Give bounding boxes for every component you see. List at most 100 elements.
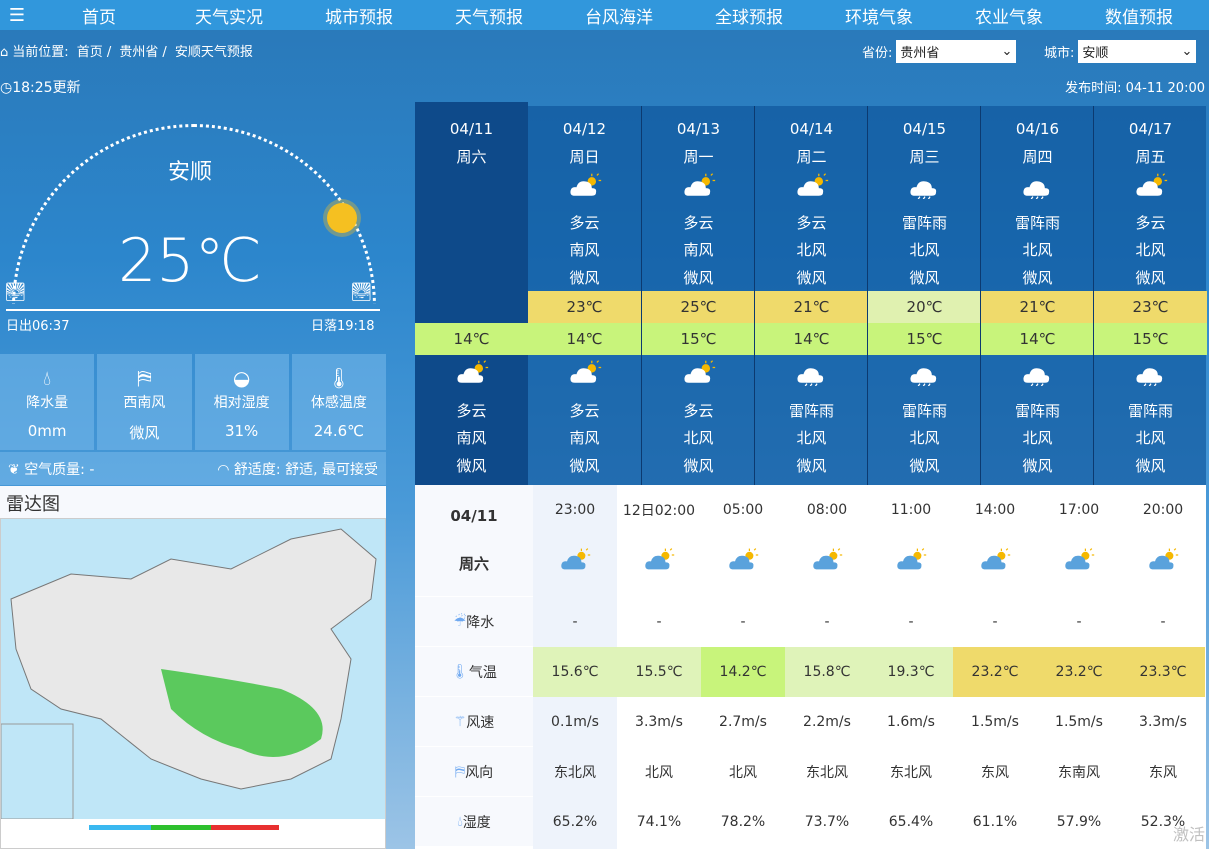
night-wind-level: 微风 xyxy=(1135,457,1166,475)
detail-value: 31% xyxy=(224,422,259,440)
wind-vane-icon: ⛿ xyxy=(137,366,152,390)
hour-wind-speed: 1.6m/s xyxy=(887,714,935,730)
hour-wind-dir: 东风 xyxy=(981,765,1009,781)
night-weather: 多云 xyxy=(569,402,600,420)
day-column[interactable]: 04/13 周一 多云 南风 微风 25℃ 15℃ 多云 北风 微风 xyxy=(641,106,755,485)
city-name: 安顺 xyxy=(167,160,212,185)
partly-cloudy-icon xyxy=(642,172,755,203)
high-temp: 21℃ xyxy=(981,291,1094,323)
day-column[interactable]: 04/12 周日 多云 南风 微风 23℃ 14℃ 多云 南风 微风 xyxy=(528,106,641,485)
hourly-weekday: 周六 xyxy=(458,555,489,573)
province-select-group: 省份: 贵州省 ⌄ xyxy=(862,40,1017,63)
day-weekday: 周三 xyxy=(909,148,940,166)
day-weather: 多云 xyxy=(1135,214,1166,232)
day-column[interactable]: 04/16 周四 雷阵雨 北风 微风 21℃ 14℃ 雷阵雨 北风 微风 xyxy=(980,106,1094,485)
leaf-icon: ❦ xyxy=(8,461,25,478)
hour-precip: - xyxy=(1076,614,1082,630)
detail-label: 降水量 xyxy=(26,395,69,411)
hour-precip: - xyxy=(992,614,998,630)
day-date: 04/14 xyxy=(789,120,834,138)
nav-item[interactable]: 全球预报 xyxy=(715,7,783,28)
city-select[interactable]: 安顺 ⌄ xyxy=(1078,40,1197,63)
breadcrumb-province[interactable]: 贵州省 xyxy=(119,45,159,60)
radar-map[interactable] xyxy=(0,518,386,849)
nav-item[interactable]: 天气实况 xyxy=(195,7,263,28)
hour-precip: - xyxy=(1160,614,1166,630)
nav-item[interactable]: 台风海洋 xyxy=(585,7,653,28)
hour-time: 11:00 xyxy=(890,502,932,518)
hour-wind-speed: 2.2m/s xyxy=(803,714,851,730)
breadcrumb-prefix: 当前位置: xyxy=(12,45,69,60)
thunderstorm-icon xyxy=(868,359,981,390)
hour-wind-dir: 东北风 xyxy=(806,765,848,781)
night-weather: 雷阵雨 xyxy=(1127,402,1173,420)
detail-cell: ◒ 相对湿度 31% xyxy=(194,354,289,450)
menu-icon[interactable]: ☰ xyxy=(8,4,26,26)
night-wind-direction: 南风 xyxy=(456,429,487,447)
nav-item[interactable]: 城市预报 xyxy=(325,7,393,28)
nav-item[interactable]: 数值预报 xyxy=(1105,7,1173,28)
province-select[interactable]: 贵州省 ⌄ xyxy=(896,40,1017,63)
day-weekday: 周六 xyxy=(456,148,487,166)
night-weather: 雷阵雨 xyxy=(1014,402,1060,420)
hour-humidity: 61.1% xyxy=(972,814,1018,830)
detail-value: 微风 xyxy=(129,424,160,442)
row-label-text: 降水 xyxy=(466,614,495,631)
thunderstorm-icon xyxy=(1094,359,1207,390)
low-temp: 14℃ xyxy=(981,323,1094,355)
city-select-group: 城市: 安顺 ⌄ xyxy=(1044,40,1197,63)
day-wind-direction: 北风 xyxy=(909,241,940,259)
air-quality: 空气质量: - xyxy=(24,461,95,478)
day-weekday: 周四 xyxy=(1022,148,1053,166)
night-wind-level: 微风 xyxy=(909,457,940,475)
day-weekday: 周一 xyxy=(683,148,714,166)
nav-item[interactable]: 首页 xyxy=(82,7,116,28)
current-temperature: 25℃ xyxy=(118,226,262,296)
nav-item[interactable]: 环境气象 xyxy=(845,7,913,28)
sunset-icon: 🌅︎ xyxy=(350,282,373,303)
day-column[interactable]: 04/15 周三 雷阵雨 北风 微风 20℃ 15℃ 雷阵雨 北风 微风 xyxy=(867,106,981,485)
day-column[interactable]: 04/17 周五 多云 北风 微风 23℃ 15℃ 雷阵雨 北风 微风 xyxy=(1093,106,1207,485)
sun-icon xyxy=(327,203,357,233)
partly-cloudy-icon xyxy=(642,359,755,390)
current-details: 💧︎ 降水量 0mm ⛿ 西南风 微风 ◒ 相对湿度 31% 🌡︎ 体感温度 24.6℃ xyxy=(0,354,386,450)
breadcrumb-sep: / xyxy=(162,45,167,60)
sunrise-icon: 🌅︎ xyxy=(4,282,27,303)
partly-cloudy-icon xyxy=(755,172,868,203)
day-column[interactable]: 04/14 周二 多云 北风 微风 21℃ 14℃ 雷阵雨 北风 微风 xyxy=(754,106,868,485)
night-wind-direction: 北风 xyxy=(796,429,827,447)
low-temp: 14℃ xyxy=(755,323,868,355)
partly-cloudy-icon xyxy=(1037,543,1121,577)
row-label: 💧︎ 湿度 xyxy=(415,797,533,847)
air-comfort-bar: ❦ 空气质量: - ◠ 舒适度: 舒适, 最可接受 xyxy=(0,452,386,485)
hour-wind-dir: 东北风 xyxy=(890,765,932,781)
nav-item[interactable]: 农业气象 xyxy=(975,7,1043,28)
hour-precip: - xyxy=(572,614,578,630)
partly-cloudy-icon xyxy=(869,543,953,577)
row-label: ☔︎ 降水 xyxy=(415,597,533,647)
partly-cloudy-icon xyxy=(528,172,641,203)
thunderstorm-icon xyxy=(981,172,1094,203)
hour-humidity: 65.2% xyxy=(552,814,598,830)
day-weather: 多云 xyxy=(796,214,827,232)
nav-item[interactable]: 天气预报 xyxy=(455,7,523,28)
raindrops-icon: 💧︎ xyxy=(43,366,52,390)
hourly-date: 04/11 xyxy=(450,507,498,525)
comfort-index: 舒适度: 舒适, 最可接受 xyxy=(233,461,378,478)
day-weather: 雷阵雨 xyxy=(1014,214,1060,232)
hour-temp: 14.2℃ xyxy=(701,647,785,697)
day-column[interactable]: 04/11 周六 14℃ 多云 南风 微风 xyxy=(415,102,528,495)
seven-day-forecast: 04/11 周六 14℃ 多云 南风 微风 04/12 周日 多云 南风 微风 23℃ 14℃ 多云 南风微… xyxy=(415,102,1207,495)
partly-cloudy-icon xyxy=(617,543,701,577)
hour-wind-dir: 北风 xyxy=(645,765,673,781)
day-wind-level: 微风 xyxy=(683,269,714,287)
hour-wind-speed: 3.3m/s xyxy=(1139,714,1187,730)
hour-humidity: 73.7% xyxy=(804,814,850,830)
night-weather: 多云 xyxy=(683,402,714,420)
partly-cloudy-icon xyxy=(1121,543,1205,577)
hour-time: 12日02:00 xyxy=(622,503,696,519)
detail-label: 西南风 xyxy=(123,395,166,411)
breadcrumb-home[interactable]: 首页 xyxy=(76,45,103,60)
partly-cloudy-icon xyxy=(953,543,1037,577)
partly-cloudy-icon xyxy=(701,543,785,577)
